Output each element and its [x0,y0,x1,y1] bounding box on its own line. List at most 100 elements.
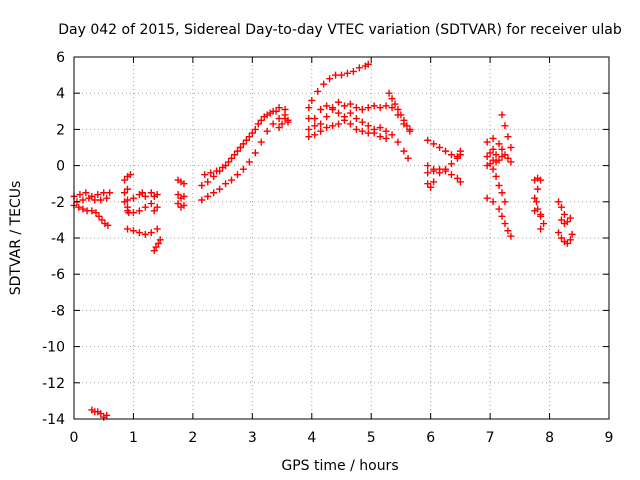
data-point [174,191,182,199]
data-point [201,171,209,179]
data-point [326,75,334,83]
data-point [388,104,396,112]
data-point [447,171,455,179]
y-tick-label: -6 [51,267,65,283]
data-point [498,111,506,119]
x-tick-label: 7 [486,430,495,446]
data-point [129,209,137,217]
data-point [275,124,283,132]
data-point [391,100,399,108]
data-point [97,410,105,418]
data-point [180,192,188,200]
data-point [231,151,238,159]
y-tick-label: -2 [51,195,65,211]
data-point [228,176,236,184]
data-point [198,196,206,204]
data-point [92,209,100,217]
data-point [180,201,188,209]
data-point [207,169,215,177]
data-point [498,189,506,197]
series-arcs-peak [305,60,414,162]
data-point [537,225,545,233]
data-point [424,180,432,188]
data-point [257,116,265,124]
data-point [486,149,494,157]
data-point [222,180,230,188]
data-point [75,203,83,211]
data-point [135,229,143,237]
data-point [153,191,161,199]
data-point [358,118,366,126]
data-point [311,131,319,139]
data-point [382,127,390,135]
data-point [278,120,286,128]
data-point [507,232,515,240]
data-point [430,167,438,175]
data-point [104,221,112,229]
data-point [352,104,360,112]
data-point [260,113,268,121]
data-point [504,133,512,141]
data-point [442,167,450,175]
data-point [534,185,542,193]
data-point [489,198,497,206]
data-point [242,136,250,144]
data-point [320,80,328,88]
data-point [88,207,96,215]
data-point [563,239,571,247]
data-point [225,158,233,166]
data-point [204,178,212,186]
data-point [141,230,149,238]
data-point [346,100,354,108]
data-point [251,149,259,157]
data-point [340,116,348,124]
data-point [364,122,372,130]
data-point [204,192,212,200]
data-point [489,165,497,173]
data-point [370,102,378,110]
data-point [388,95,396,103]
data-point [501,220,509,228]
data-point [198,182,206,190]
data-point [305,115,313,123]
y-tick-label: -4 [51,231,65,247]
data-point [566,236,574,244]
data-point [489,145,497,153]
data-point [343,69,351,77]
data-point [147,189,155,197]
data-point [376,133,384,141]
data-point [355,64,363,72]
data-point [103,411,111,419]
x-axis-label: GPS time / hours [281,458,398,474]
y-tick-label: 4 [56,86,65,102]
data-point [430,140,438,148]
data-point [501,122,509,130]
data-point [180,180,188,188]
data-point [317,127,325,135]
x-tick-label: 0 [70,430,79,446]
data-point [76,191,84,199]
data-point [147,200,155,208]
data-point [507,144,515,151]
data-point [456,178,464,186]
data-point [335,109,343,117]
data-point [275,104,283,112]
data-point [557,216,565,224]
data-point [498,212,506,220]
data-point [174,200,182,208]
data-point [216,185,224,193]
data-point [560,210,568,218]
x-tick-label: 8 [545,430,554,446]
data-point [498,153,506,161]
data-point [436,144,444,151]
data-point [100,189,108,197]
data-point [427,183,435,191]
data-point [314,87,322,95]
data-point [338,71,345,79]
data-point [305,133,313,141]
data-point [263,127,271,135]
data-point [236,144,244,151]
data-point [269,120,277,128]
y-axis-ticks: -14 -12 -10 -8 -6 -4 -2 0 2 4 6 [42,50,609,428]
